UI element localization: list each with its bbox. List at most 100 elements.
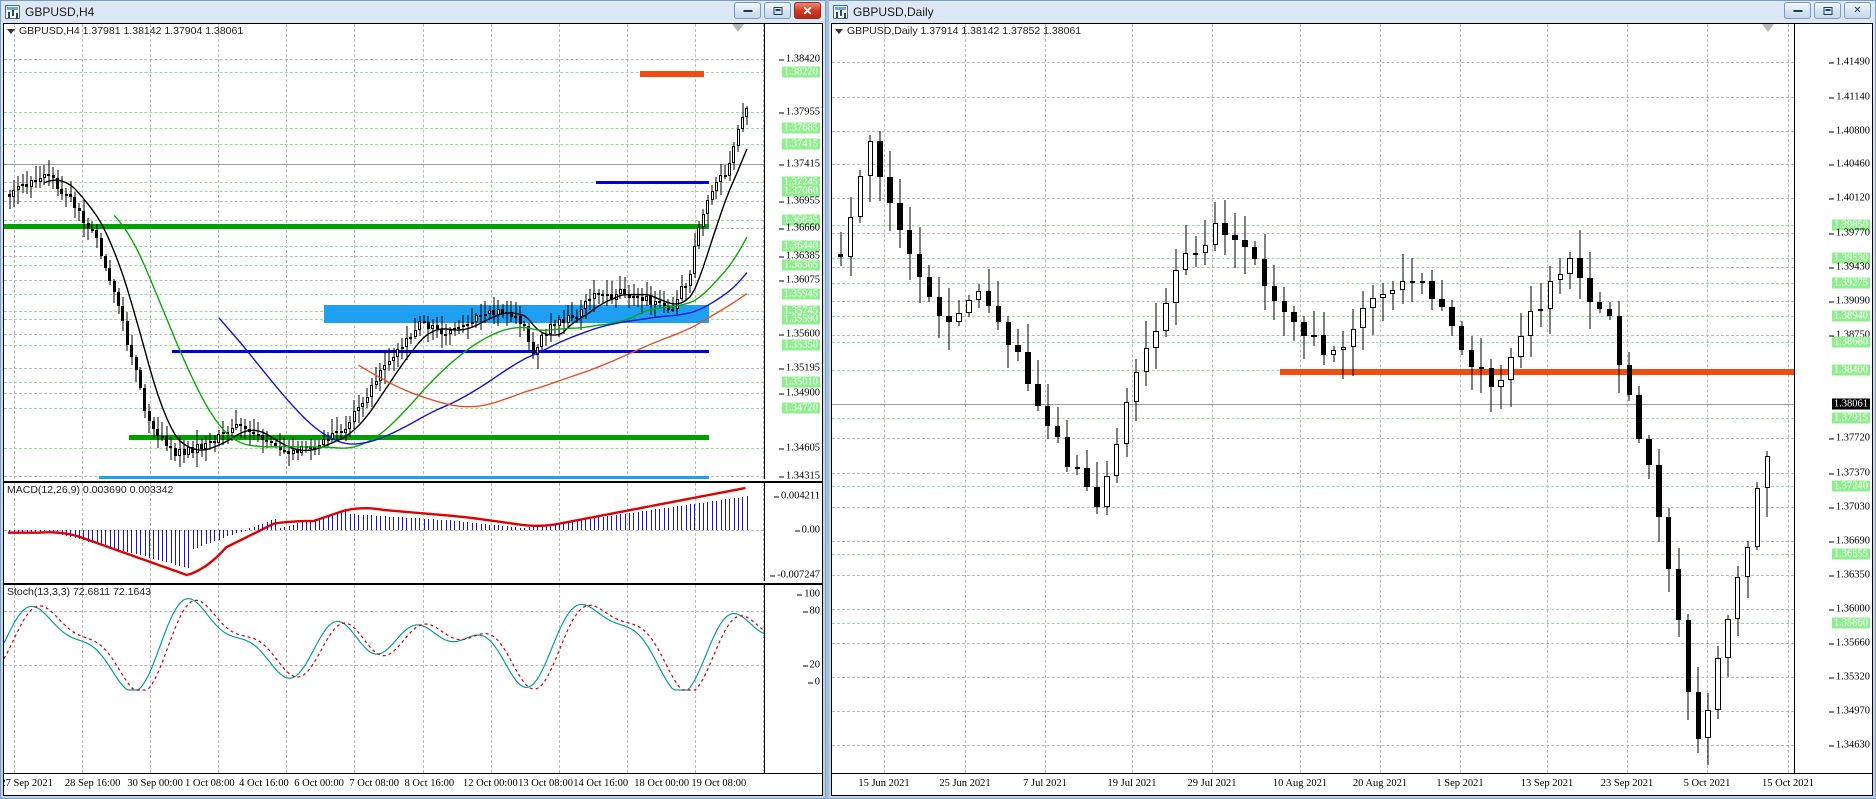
time-tick: 12 Oct 00:00 <box>462 778 518 789</box>
level-line-green <box>832 283 1794 284</box>
plot-area-h4[interactable] <box>4 24 764 479</box>
price-tick: 1.36845 <box>781 214 820 226</box>
price-tick: 1.37060 <box>781 185 820 197</box>
macd-histogram-bar <box>563 522 565 530</box>
candle <box>867 24 873 773</box>
scroll-marker-icon[interactable] <box>1762 24 1774 32</box>
titlebar-daily[interactable]: GBPUSD,Daily ✕ <box>829 1 1875 21</box>
chart-body-daily[interactable]: GBPUSD,Daily 1.37914 1.38142 1.37852 1.3… <box>831 23 1873 796</box>
time-tick: 1 Sep 2021 <box>1436 778 1484 789</box>
macd-histogram-bar <box>607 516 609 530</box>
candle <box>387 24 391 479</box>
macd-histogram-bar <box>375 515 377 530</box>
window-splitter[interactable] <box>826 0 828 799</box>
level-line <box>99 476 709 479</box>
candle <box>847 24 854 773</box>
macd-histogram-bar <box>196 530 198 548</box>
macd-histogram-bar <box>140 530 142 556</box>
price-tick: 1.40800 <box>1828 125 1870 137</box>
chevron-down-icon[interactable] <box>7 28 15 34</box>
candle <box>985 24 992 773</box>
candle <box>710 24 714 479</box>
level-line-green <box>4 246 764 247</box>
time-tick: 6 Oct 00:00 <box>294 778 344 789</box>
level-line-green <box>832 342 1794 343</box>
close-button[interactable]: ✕ <box>1844 2 1871 19</box>
price-tick: 1.37245 <box>781 176 820 188</box>
macd-histogram-bar <box>698 503 700 530</box>
candle <box>557 24 561 479</box>
time-tick: 1 Oct 08:00 <box>184 778 235 789</box>
maximize-button[interactable] <box>1814 2 1841 19</box>
macd-pane[interactable]: MACD(12,26,9) 0.003690 0.003342 0.004211… <box>4 481 822 581</box>
minimize-button[interactable] <box>734 2 761 19</box>
price-tick: 1.41140 <box>1829 91 1870 103</box>
price-tick: 1.35600 <box>778 328 820 340</box>
titlebar-h4[interactable]: GBPUSD,H4 ✕ <box>1 1 825 21</box>
candle <box>269 24 273 479</box>
macd-histogram-bar <box>380 515 382 530</box>
time-axis-daily[interactable]: 15 Jun 2021 25 Jun 2021 7 Jul 2021 19 Jul 2… <box>832 773 1872 795</box>
candle <box>169 24 173 479</box>
candle <box>195 24 199 479</box>
candle <box>1143 24 1149 773</box>
level-line-green <box>832 418 1794 419</box>
minimize-button[interactable] <box>1784 2 1811 19</box>
close-button[interactable]: ✕ <box>794 2 821 19</box>
price-tick: 1.36365 <box>781 259 820 271</box>
candle <box>1222 24 1228 773</box>
scroll-marker-icon[interactable] <box>732 24 744 32</box>
macd-histogram-bar <box>384 516 386 530</box>
macd-histogram-bar <box>214 530 216 542</box>
price-tick: 0.00 <box>794 524 820 536</box>
macd-scale: 0.004211 0.00 -0.007247 <box>764 483 822 581</box>
macd-histogram-bar <box>550 524 552 530</box>
stochastic-pane[interactable]: Stoch(13,3,3) 72.6811 72.1643 100 80 20 0 <box>4 583 822 773</box>
chart-body-h4[interactable]: GBPUSD,H4 1.37981 1.38142 1.37904 1.3806… <box>3 23 823 796</box>
candle <box>173 24 177 479</box>
macd-histogram-bar <box>628 513 630 530</box>
candle <box>1685 24 1692 773</box>
candle <box>1764 24 1770 773</box>
maximize-button[interactable] <box>764 2 791 19</box>
price-pane-daily[interactable]: GBPUSD,Daily 1.37914 1.38142 1.37852 1.3… <box>832 24 1872 773</box>
candle <box>274 24 278 479</box>
price-pane-h4[interactable]: GBPUSD,H4 1.37981 1.38142 1.37904 1.3806… <box>4 24 822 479</box>
time-tick: 27 Sep 2021 <box>3 778 53 789</box>
candle <box>12 24 16 479</box>
macd-histogram-bar <box>511 526 513 530</box>
candle <box>16 24 20 479</box>
macd-histogram-bar <box>13 530 15 532</box>
candle <box>527 24 531 479</box>
candle <box>21 24 25 479</box>
candle <box>56 24 59 479</box>
price-scale-daily[interactable]: 1.41490 1.41140 1.40800 1.40460 1.40120 1.398… <box>1794 24 1872 773</box>
candle <box>1636 24 1642 773</box>
candle <box>8 24 11 479</box>
candle <box>653 24 657 479</box>
candle <box>936 24 942 773</box>
candle <box>1616 24 1623 773</box>
chevron-down-icon[interactable] <box>835 28 843 34</box>
macd-histogram-bar <box>742 497 744 530</box>
macd-histogram-bar <box>31 530 33 532</box>
price-tick: 1.35590 <box>781 313 820 325</box>
level-line-green <box>832 623 1794 624</box>
candle <box>182 24 186 479</box>
macd-histogram-bar <box>175 530 177 565</box>
price-tick: 1.38420 <box>778 53 820 65</box>
macd-histogram-bar <box>410 517 412 530</box>
price-scale-h4[interactable]: 1.38420 1.38220 1.37955 1.37685 1.37415 1.374… <box>764 24 822 479</box>
time-tick: 30 Sep 00:00 <box>127 778 183 789</box>
candle <box>287 24 291 479</box>
candle <box>877 24 883 773</box>
candle <box>243 24 247 479</box>
macd-histogram-bar <box>118 530 120 550</box>
price-tick: 1.34900 <box>778 387 820 399</box>
candle <box>1597 24 1603 773</box>
plot-area-daily[interactable] <box>832 24 1794 773</box>
macd-histogram-bar <box>253 526 255 530</box>
candle <box>1547 24 1554 773</box>
time-axis-h4[interactable]: 27 Sep 2021 28 Sep 16:00 30 Sep 00:00 1 Oct… <box>4 773 822 795</box>
level-line-green <box>4 144 764 145</box>
